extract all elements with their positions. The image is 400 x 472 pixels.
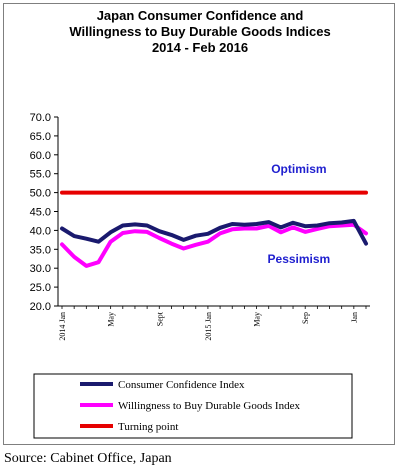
chart-title-line-3: 2014 - Feb 2016: [152, 40, 248, 55]
y-tick-label: 50.0: [30, 188, 51, 200]
annotations: Optimism Pessimism: [268, 162, 331, 266]
y-tick-label: 35.0: [30, 244, 51, 256]
x-tick-label: Sept: [155, 311, 164, 326]
y-tick-label: 65.0: [30, 131, 51, 143]
y-tick-label: 45.0: [30, 207, 51, 219]
chart-title-line-2: Willingness to Buy Durable Goods Indices: [69, 24, 330, 39]
x-tick-label: 2015 Jan: [204, 312, 213, 341]
annotation-pessimism: Pessimism: [268, 252, 331, 266]
y-tick-label: 25.0: [30, 282, 51, 294]
x-axis: 2014 Jan May Sept 2015 Jan May Sep Jan: [58, 305, 370, 341]
x-tick-label: Sep: [301, 312, 310, 324]
series-line-2: [60, 222, 368, 268]
y-axis: 20.0 25.0 30.0 35.0 40.0 45.0 50.0 55.0 60.0 65.0…: [30, 112, 59, 313]
x-tick-label: 2014 Jan: [58, 312, 67, 341]
plot-area: [60, 190, 368, 268]
y-tick-label: 40.0: [30, 225, 51, 237]
legend-label-3: Turning point: [118, 421, 178, 433]
chart-title-line-1: Japan Consumer Confidence and: [97, 8, 304, 23]
y-tick-label: 60.0: [30, 150, 51, 162]
chart-title: Japan Consumer Confidence andWillingness…: [69, 8, 330, 55]
legend-label-2: Willingness to Buy Durable Goods Index: [118, 400, 300, 412]
legend-label-1: Consumer Confidence Index: [118, 379, 245, 391]
y-tick-label: 70.0: [30, 112, 51, 124]
y-tick-label: 20.0: [30, 301, 51, 313]
y-tick-label: 30.0: [30, 263, 51, 275]
x-tick-label: Jan: [350, 312, 359, 323]
series-line-1: [60, 218, 368, 246]
annotation-optimism: Optimism: [271, 162, 326, 176]
x-tick-label: May: [253, 312, 262, 327]
x-tick-label: May: [107, 312, 116, 327]
y-tick-label: 55.0: [30, 169, 51, 181]
source-note: Source: Cabinet Office, Japan: [4, 451, 172, 466]
legend: Consumer Confidence Index Willingness to …: [33, 373, 353, 439]
